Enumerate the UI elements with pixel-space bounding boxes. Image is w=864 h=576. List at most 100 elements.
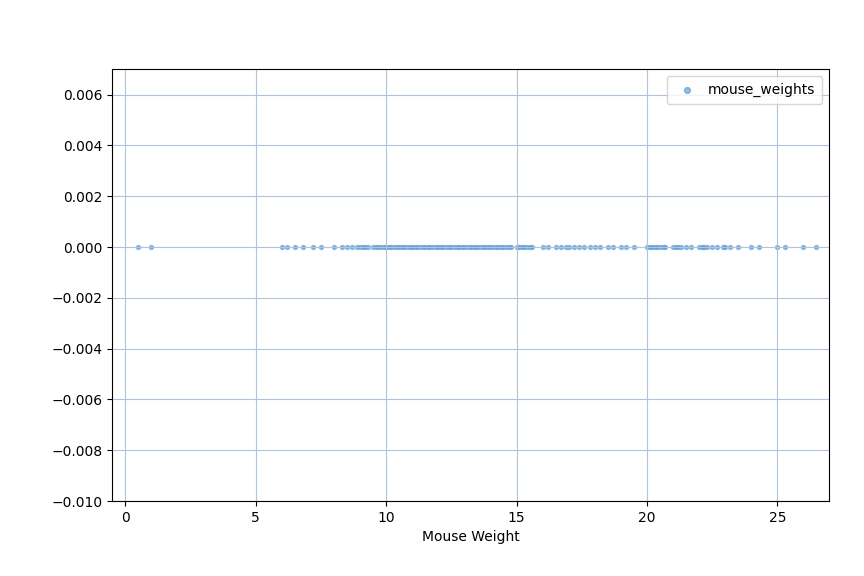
mouse_weights (718, 242, 732, 252)
mouse_weights (466, 242, 480, 252)
mouse_weights (614, 242, 628, 252)
mouse_weights (346, 242, 359, 252)
mouse_weights (572, 242, 586, 252)
mouse_weights (374, 242, 388, 252)
mouse_weights (648, 242, 662, 252)
mouse_weights (457, 242, 471, 252)
mouse_weights (499, 242, 513, 252)
mouse_weights (410, 242, 424, 252)
mouse_weights (390, 242, 403, 252)
mouse_weights (744, 242, 758, 252)
mouse_weights (497, 242, 511, 252)
mouse_weights (288, 242, 302, 252)
mouse_weights (416, 242, 429, 252)
mouse_weights (600, 242, 614, 252)
mouse_weights (421, 242, 435, 252)
mouse_weights (335, 242, 349, 252)
mouse_weights (351, 242, 365, 252)
mouse_weights (479, 242, 492, 252)
mouse_weights (536, 242, 550, 252)
mouse_weights (131, 242, 145, 252)
mouse_weights (692, 242, 706, 252)
mouse_weights (695, 242, 708, 252)
mouse_weights (731, 242, 745, 252)
mouse_weights (710, 242, 724, 252)
mouse_weights (588, 242, 601, 252)
mouse_weights (520, 242, 534, 252)
mouse_weights (753, 242, 766, 252)
mouse_weights (674, 242, 688, 252)
mouse_weights (492, 242, 505, 252)
mouse_weights (397, 242, 411, 252)
mouse_weights (408, 242, 422, 252)
mouse_weights (567, 242, 581, 252)
mouse_weights (523, 242, 537, 252)
mouse_weights (715, 242, 729, 252)
mouse_weights (405, 242, 419, 252)
mouse_weights (489, 242, 503, 252)
mouse_weights (679, 242, 693, 252)
mouse_weights (562, 242, 575, 252)
mouse_weights (471, 242, 485, 252)
mouse_weights (452, 242, 466, 252)
mouse_weights (400, 242, 414, 252)
mouse_weights (627, 242, 641, 252)
mouse_weights (447, 242, 461, 252)
mouse_weights (502, 242, 516, 252)
mouse_weights (359, 242, 372, 252)
Legend: mouse_weights: mouse_weights (666, 76, 823, 104)
mouse_weights (423, 242, 437, 252)
mouse_weights (505, 242, 518, 252)
mouse_weights (280, 242, 294, 252)
mouse_weights (413, 242, 427, 252)
mouse_weights (510, 242, 524, 252)
mouse_weights (484, 242, 498, 252)
mouse_weights (525, 242, 539, 252)
mouse_weights (434, 242, 448, 252)
mouse_weights (426, 242, 440, 252)
mouse_weights (640, 242, 654, 252)
mouse_weights (442, 242, 455, 252)
mouse_weights (144, 242, 158, 252)
mouse_weights (486, 242, 500, 252)
mouse_weights (295, 242, 309, 252)
mouse_weights (476, 242, 490, 252)
mouse_weights (436, 242, 450, 252)
mouse_weights (431, 242, 445, 252)
mouse_weights (518, 242, 531, 252)
mouse_weights (449, 242, 463, 252)
mouse_weights (429, 242, 442, 252)
mouse_weights (387, 242, 401, 252)
mouse_weights (275, 242, 289, 252)
mouse_weights (395, 242, 409, 252)
mouse_weights (684, 242, 698, 252)
mouse_weights (669, 242, 683, 252)
mouse_weights (697, 242, 711, 252)
mouse_weights (369, 242, 383, 252)
mouse_weights (462, 242, 476, 252)
mouse_weights (577, 242, 591, 252)
mouse_weights (671, 242, 685, 252)
mouse_weights (444, 242, 458, 252)
mouse_weights (327, 242, 341, 252)
mouse_weights (643, 242, 657, 252)
mouse_weights (559, 242, 573, 252)
mouse_weights (481, 242, 495, 252)
X-axis label: Mouse Weight: Mouse Weight (422, 530, 520, 544)
mouse_weights (582, 242, 596, 252)
mouse_weights (653, 242, 667, 252)
mouse_weights (666, 242, 680, 252)
mouse_weights (658, 242, 672, 252)
mouse_weights (454, 242, 468, 252)
mouse_weights (606, 242, 619, 252)
mouse_weights (468, 242, 482, 252)
mouse_weights (403, 242, 416, 252)
mouse_weights (645, 242, 659, 252)
mouse_weights (356, 242, 370, 252)
mouse_weights (619, 242, 633, 252)
mouse_weights (439, 242, 453, 252)
mouse_weights (778, 242, 792, 252)
mouse_weights (340, 242, 354, 252)
mouse_weights (353, 242, 367, 252)
mouse_weights (549, 242, 562, 252)
